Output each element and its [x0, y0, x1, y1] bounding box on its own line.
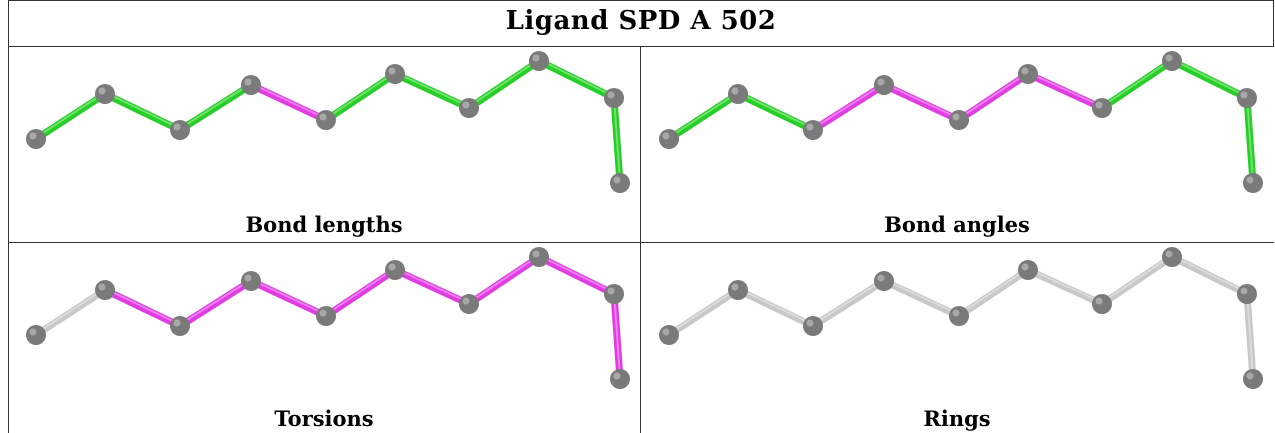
atom-3 — [803, 316, 823, 336]
atom-6 — [1018, 64, 1038, 84]
panel-rings: Rings — [641, 243, 1273, 433]
bond-4-neutral — [880, 277, 963, 320]
atom-1 — [26, 325, 46, 345]
molecule-rings — [659, 247, 1263, 389]
atom-10 — [1243, 173, 1263, 193]
atom-4 — [874, 75, 894, 95]
atom-3 — [170, 120, 190, 140]
bond-2-ok — [101, 90, 184, 134]
molecule-torsions — [26, 247, 630, 389]
atom-10 — [1243, 369, 1263, 389]
atom-5 — [316, 306, 336, 326]
atom-1 — [659, 325, 679, 345]
atom-7 — [1092, 294, 1112, 314]
atom-8 — [1162, 51, 1182, 71]
atom-3 — [803, 120, 823, 140]
atom-8 — [1162, 247, 1182, 267]
atom-10 — [610, 369, 630, 389]
atom-4 — [241, 271, 261, 291]
atom-9 — [604, 284, 624, 304]
atom-7 — [1092, 98, 1112, 118]
bond-4-flagged — [880, 81, 963, 124]
bond-9-ok — [1243, 94, 1257, 187]
bond-7-ok — [465, 57, 543, 112]
top-border — [8, 0, 1274, 1]
bond-3-flagged — [809, 81, 888, 134]
atom-8 — [529, 247, 549, 267]
molecule-bond-angles — [659, 51, 1263, 193]
bond-1-ok — [32, 90, 109, 143]
bond-8-ok — [1168, 57, 1251, 102]
atom-8 — [529, 51, 549, 71]
left-border — [8, 0, 9, 433]
bond-1-neutral — [32, 286, 109, 339]
atom-6 — [385, 64, 405, 84]
bond-6-neutral — [1024, 266, 1106, 308]
bond-2-ok — [734, 90, 817, 134]
title-divider — [8, 46, 1274, 47]
bond-3-flagged — [176, 277, 255, 330]
panel-caption: Bond angles — [884, 212, 1030, 237]
figure-title: Ligand SPD A 502 — [505, 6, 777, 36]
bond-8-flagged — [535, 253, 618, 298]
bond-8-ok — [535, 57, 618, 102]
atom-1 — [659, 129, 679, 149]
atom-7 — [459, 98, 479, 118]
atom-4 — [874, 271, 894, 291]
panel-torsions: Torsions — [8, 243, 640, 433]
bond-8-neutral — [1168, 253, 1251, 298]
bond-5-neutral — [955, 266, 1032, 320]
panel-bond-angles: Bond angles — [641, 47, 1273, 242]
atom-6 — [385, 260, 405, 280]
bond-9-ok — [610, 94, 624, 187]
panel-bond-lengths: Bond lengths — [8, 47, 640, 242]
atom-10 — [610, 173, 630, 193]
right-border — [1273, 0, 1274, 46]
bond-3-ok — [176, 81, 255, 134]
bond-9-neutral — [1243, 290, 1257, 383]
bond-7-ok — [1098, 57, 1176, 112]
molecule-bond-lengths — [26, 51, 630, 193]
bond-6-flagged — [1024, 70, 1106, 112]
atom-2 — [728, 84, 748, 104]
bond-6-flagged — [391, 266, 473, 308]
atom-5 — [949, 110, 969, 130]
atom-1 — [26, 129, 46, 149]
figure-frame: Ligand SPD A 502 Bond lengths Bond angle… — [8, 0, 1274, 433]
bond-6-ok — [391, 70, 473, 112]
atom-9 — [1237, 284, 1257, 304]
bond-1-neutral — [665, 286, 742, 339]
atom-2 — [728, 280, 748, 300]
bond-2-neutral — [734, 286, 817, 330]
atom-5 — [949, 306, 969, 326]
atom-7 — [459, 294, 479, 314]
atom-2 — [95, 84, 115, 104]
atom-9 — [604, 88, 624, 108]
atom-5 — [316, 110, 336, 130]
bond-5-ok — [322, 70, 399, 124]
bond-3-neutral — [809, 277, 888, 330]
atom-4 — [241, 75, 261, 95]
atom-3 — [170, 316, 190, 336]
bond-4-flagged — [247, 277, 330, 320]
bond-2-flagged — [101, 286, 184, 330]
atom-2 — [95, 280, 115, 300]
panel-caption: Rings — [923, 406, 991, 431]
bond-1-ok — [665, 90, 742, 143]
panel-caption: Bond lengths — [245, 212, 403, 237]
atom-9 — [1237, 88, 1257, 108]
atom-6 — [1018, 260, 1038, 280]
bond-7-neutral — [1098, 253, 1176, 308]
bond-5-flagged — [955, 70, 1032, 124]
bond-7-flagged — [465, 253, 543, 308]
row-divider — [8, 242, 1274, 243]
bond-9-flagged — [610, 290, 624, 383]
column-divider — [640, 46, 641, 433]
panel-caption: Torsions — [274, 406, 374, 431]
bond-4-flagged — [247, 81, 330, 124]
bond-5-flagged — [322, 266, 399, 320]
